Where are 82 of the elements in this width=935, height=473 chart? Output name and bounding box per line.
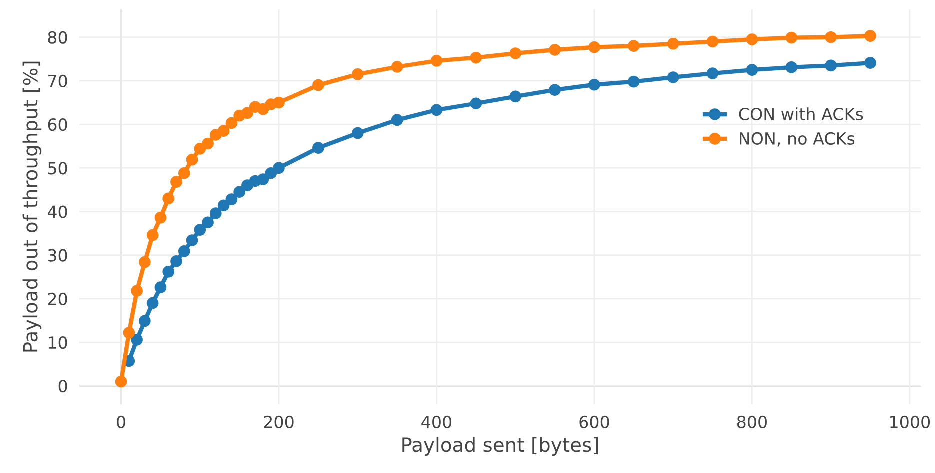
point <box>628 76 640 88</box>
point <box>510 90 522 103</box>
point <box>226 117 238 130</box>
point <box>170 176 182 188</box>
x-tick-label: 1000 <box>890 416 930 428</box>
point <box>218 200 230 212</box>
point <box>162 266 174 278</box>
point <box>786 62 798 74</box>
point <box>234 186 246 198</box>
point <box>257 174 270 186</box>
y-tick-label: 0 <box>58 380 68 393</box>
point <box>186 154 198 166</box>
point <box>746 64 758 76</box>
point <box>667 38 680 50</box>
y-tick-label: 30 <box>48 249 68 262</box>
point <box>825 31 837 44</box>
point <box>146 297 159 310</box>
y-tick-label: 60 <box>48 118 68 132</box>
point <box>139 315 151 328</box>
x-tick-label: 600 <box>580 416 610 428</box>
point <box>210 208 222 220</box>
point <box>202 138 214 150</box>
point <box>430 54 443 67</box>
point <box>265 167 278 180</box>
x-axis-title: Payload sent [bytes] <box>402 437 598 456</box>
legend-label: NON, no ACKs <box>740 132 855 147</box>
point <box>470 52 482 64</box>
point <box>273 96 285 109</box>
x-tick-label: 0 <box>117 416 126 428</box>
y-tick-label: 80 <box>48 31 68 44</box>
point <box>864 30 876 42</box>
point <box>123 327 136 339</box>
point <box>242 107 254 120</box>
y-tick-label: 10 <box>48 336 68 350</box>
point <box>786 32 798 44</box>
point <box>131 334 143 346</box>
point <box>218 125 230 137</box>
point <box>312 79 324 92</box>
point <box>549 84 561 96</box>
point <box>154 282 167 294</box>
point <box>146 229 159 242</box>
point <box>352 127 364 140</box>
point <box>588 41 600 54</box>
point <box>178 246 190 258</box>
point <box>131 285 143 297</box>
point <box>170 256 182 268</box>
legend-label: CON with ACKs <box>739 108 864 121</box>
point <box>186 234 198 246</box>
point <box>202 216 214 229</box>
y-axis-title: Payload out of throughput [%] <box>22 62 42 352</box>
point <box>139 256 151 268</box>
point <box>549 44 561 56</box>
point <box>115 376 128 388</box>
point <box>162 192 174 205</box>
point <box>312 142 324 154</box>
point <box>470 98 482 110</box>
point <box>391 114 404 126</box>
point <box>864 57 876 69</box>
point <box>194 224 206 236</box>
point <box>430 104 443 116</box>
point <box>194 143 206 155</box>
point <box>667 72 680 84</box>
point <box>352 68 364 80</box>
point <box>273 162 285 174</box>
point <box>178 167 190 180</box>
point <box>391 61 404 73</box>
x-tick-label: 400 <box>422 416 452 428</box>
y-tick-label: 50 <box>48 162 68 175</box>
point <box>588 78 600 91</box>
y-tick-label: 40 <box>48 206 68 218</box>
x-tick-label: 800 <box>737 416 767 428</box>
y-tick-label: 70 <box>48 74 68 88</box>
y-tick-label: 20 <box>48 292 68 306</box>
point <box>628 40 640 52</box>
point <box>746 34 758 46</box>
x-tick-label: 200 <box>264 416 294 428</box>
point <box>825 60 837 72</box>
point <box>510 48 522 60</box>
point <box>706 36 719 48</box>
point <box>226 194 238 206</box>
point <box>154 212 167 224</box>
point <box>706 68 719 80</box>
